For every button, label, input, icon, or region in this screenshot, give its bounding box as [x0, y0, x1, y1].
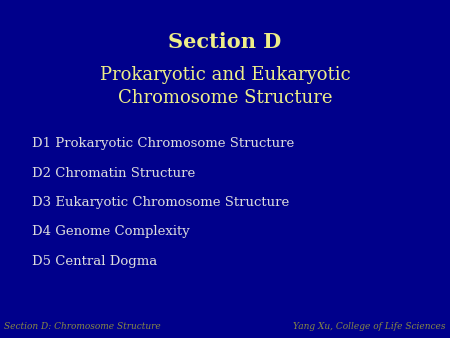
- Text: D5 Central Dogma: D5 Central Dogma: [32, 255, 157, 268]
- Text: D2 Chromatin Structure: D2 Chromatin Structure: [32, 167, 195, 179]
- Text: D1 Prokaryotic Chromosome Structure: D1 Prokaryotic Chromosome Structure: [32, 137, 294, 150]
- Text: D4 Genome Complexity: D4 Genome Complexity: [32, 225, 189, 238]
- Text: Section D: Section D: [168, 32, 282, 52]
- Text: Prokaryotic and Eukaryotic
Chromosome Structure: Prokaryotic and Eukaryotic Chromosome St…: [99, 66, 351, 107]
- Text: Section D: Chromosome Structure: Section D: Chromosome Structure: [4, 322, 161, 331]
- Text: Yang Xu, College of Life Sciences: Yang Xu, College of Life Sciences: [293, 322, 446, 331]
- Text: D3 Eukaryotic Chromosome Structure: D3 Eukaryotic Chromosome Structure: [32, 196, 289, 209]
